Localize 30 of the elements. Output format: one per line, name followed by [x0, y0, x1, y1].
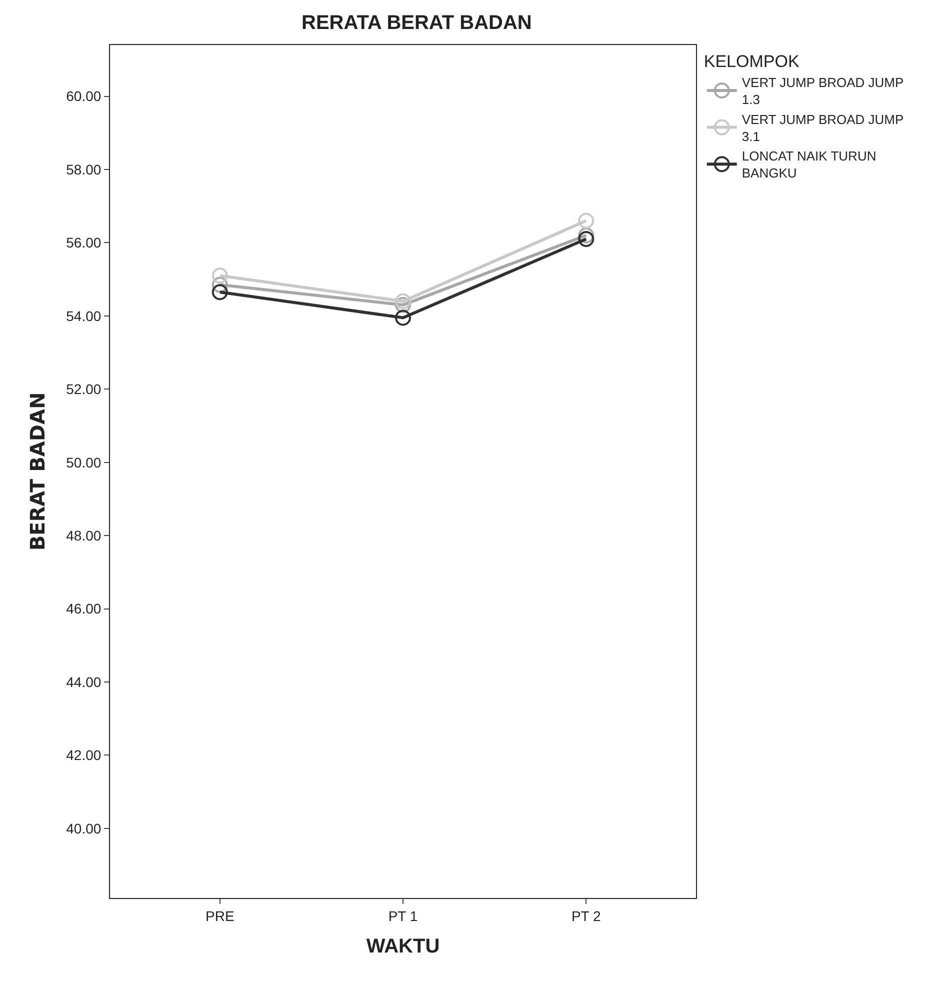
- y-tick-label: 46.00: [66, 600, 102, 617]
- x-axis-title: WAKTU: [366, 935, 440, 958]
- y-tick-label: 40.00: [66, 820, 102, 836]
- legend-label: VERT JUMP BROAD JUMP 1.3: [742, 75, 904, 108]
- point: [578, 231, 594, 248]
- y-tick-label: 54.00: [66, 308, 102, 324]
- x-tick-label: PRE: [205, 908, 234, 924]
- point: [395, 293, 411, 310]
- point: [578, 227, 594, 244]
- y-tick-label: 50.00: [66, 454, 102, 470]
- chart-title: RERATA BERAT BADAN: [302, 12, 532, 34]
- legend-label: VERT JUMP BROAD JUMP 3.1: [742, 112, 904, 144]
- point: [395, 296, 411, 313]
- point: [212, 268, 228, 284]
- y-tick-label: 48.00: [66, 527, 102, 544]
- point: [578, 212, 594, 229]
- y-tick-label: 42.00: [66, 747, 102, 764]
- y-tick-label: 52.00: [66, 381, 102, 398]
- point: [395, 310, 411, 326]
- y-axis-title: BERAT BADAN: [26, 392, 50, 551]
- x-tick-label: PT 1: [388, 908, 418, 924]
- point: [212, 284, 228, 300]
- y-tick-label: 58.00: [66, 161, 102, 178]
- y-tick-label: 56.00: [66, 234, 102, 251]
- x-tick-label: PT 2: [571, 908, 601, 924]
- legend-label: LONCAT NAIK TURUN BANGKU: [742, 148, 876, 181]
- legend-title: KELOMPOK: [704, 52, 800, 72]
- y-tick-label: 44.00: [66, 674, 102, 690]
- y-tick-label: 60.00: [66, 88, 102, 104]
- point: [212, 276, 228, 293]
